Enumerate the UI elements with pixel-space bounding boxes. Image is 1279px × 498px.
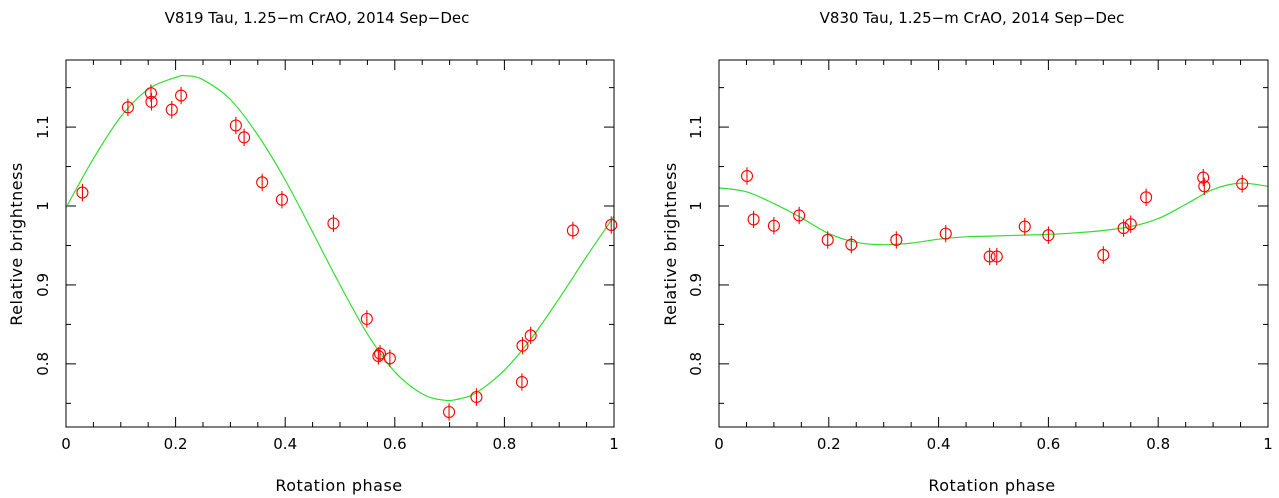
data-point [747, 213, 760, 226]
data-point [605, 218, 618, 232]
x-tick-label: 0.6 [1036, 435, 1060, 453]
data-point [516, 339, 529, 352]
data-point [175, 89, 188, 102]
y-tick-label: 0.8 [687, 352, 705, 376]
data-point [373, 347, 387, 360]
data-point [145, 95, 158, 108]
data-point [443, 405, 456, 419]
data-point [990, 250, 1003, 263]
data-point [121, 101, 134, 114]
y-tick-label: 1 [687, 201, 705, 211]
x-tick-label: 0.4 [927, 435, 951, 453]
data-point [939, 227, 952, 240]
y-tick-label: 0.9 [687, 273, 705, 297]
data-point [1197, 171, 1210, 184]
data-point [1097, 248, 1110, 261]
data-point [890, 233, 903, 246]
data-point [515, 375, 528, 389]
fit-curve [718, 182, 1269, 246]
y-tick-label: 1.1 [687, 115, 705, 139]
data-point [524, 329, 537, 342]
data-point [1124, 218, 1137, 231]
data-point [1198, 180, 1211, 193]
data-point [275, 193, 288, 206]
data-point [470, 390, 483, 404]
axis-ticks: 0 0.2 0.4 0.6 0.8 1 0.8 0.9 1 1.1 [34, 60, 619, 453]
x-tick-label: 1 [609, 435, 619, 453]
x-tick-label: 0.8 [1146, 435, 1170, 453]
x-tick-label: 1 [1263, 435, 1273, 453]
fit-curve [65, 74, 615, 402]
fit-curve-layer [718, 182, 1269, 246]
chart-title: V819 Tau, 1.25−m CrAO, 2014 Sep−Dec [165, 9, 470, 27]
chart-panel-v830-tau: V830 Tau, 1.25−m CrAO, 2014 Sep−Dec Rota… [661, 9, 1273, 495]
x-axis-label: Rotation phase [928, 476, 1055, 495]
data-point [229, 119, 242, 132]
data-point [238, 131, 251, 144]
x-tick-label: 0 [714, 435, 724, 453]
fit-curve-layer [65, 74, 615, 402]
y-tick-label: 1.1 [34, 115, 52, 139]
y-axis-label: Relative brightness [661, 162, 680, 326]
x-tick-label: 0.8 [492, 435, 516, 453]
y-axis-label: Relative brightness [7, 162, 26, 326]
data-point [256, 176, 269, 189]
axis-ticks: 0 0.2 0.4 0.6 0.8 1 0.8 0.9 1 1.1 [687, 60, 1273, 453]
data-point [327, 217, 340, 230]
x-tick-label: 0.4 [273, 435, 297, 453]
x-tick-label: 0 [61, 435, 71, 453]
data-point [383, 352, 396, 365]
data-point [1018, 220, 1031, 233]
x-tick-label: 0.2 [817, 435, 841, 453]
data-point [845, 238, 858, 251]
x-tick-label: 0.2 [164, 435, 188, 453]
data-point [1042, 229, 1055, 242]
y-tick-label: 1 [34, 201, 52, 211]
data-points [740, 167, 1249, 266]
data-point [983, 250, 996, 263]
chart-panel-v819-tau: V819 Tau, 1.25−m CrAO, 2014 Sep−Dec Rota… [7, 9, 619, 495]
data-point [767, 219, 780, 232]
data-point [1236, 177, 1249, 190]
chart-title: V830 Tau, 1.25−m CrAO, 2014 Sep−Dec [820, 9, 1125, 27]
data-point [372, 349, 385, 363]
data-point [360, 312, 373, 325]
data-point [76, 186, 89, 199]
x-tick-label: 0.6 [383, 435, 407, 453]
y-tick-label: 0.8 [34, 352, 52, 376]
data-point [566, 224, 579, 237]
data-point [1117, 222, 1130, 235]
data-point [1140, 191, 1153, 204]
x-axis-label: Rotation phase [275, 476, 402, 495]
plot-frame [718, 59, 1269, 428]
y-tick-label: 0.9 [34, 273, 52, 297]
data-points [76, 84, 618, 421]
plot-frame [65, 59, 615, 428]
data-point [821, 233, 834, 246]
data-point [793, 209, 806, 222]
data-point [165, 103, 178, 116]
data-point [740, 169, 754, 183]
